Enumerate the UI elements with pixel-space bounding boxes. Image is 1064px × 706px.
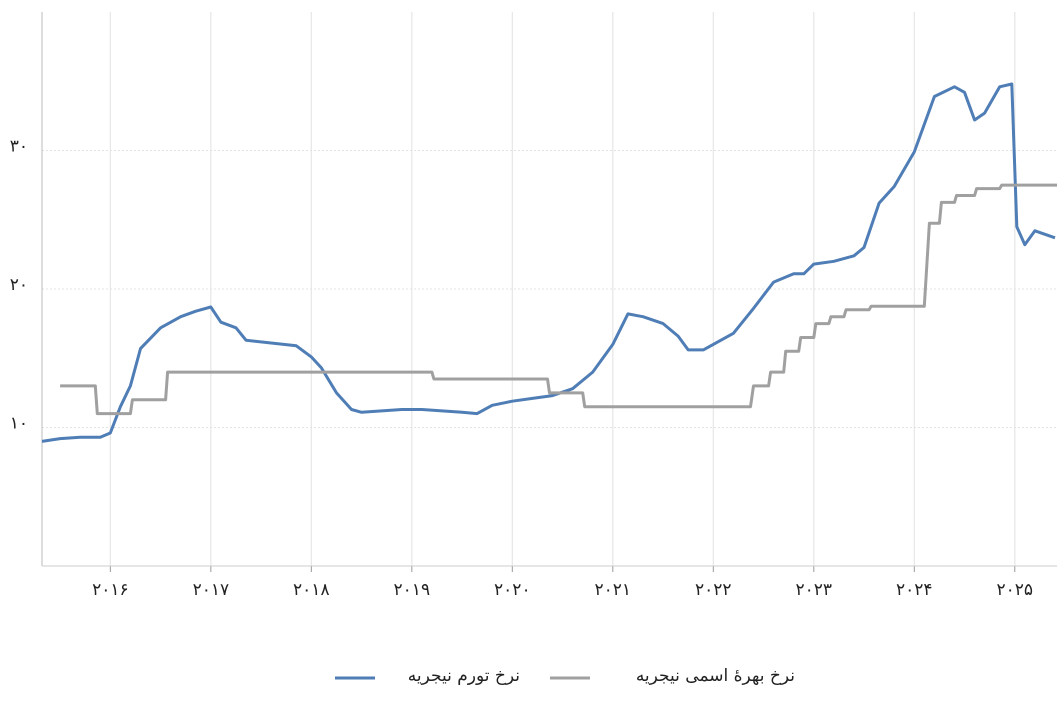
x-tick-label: ۲۰۲۴ xyxy=(896,580,933,600)
x-tick-label: ۲۰۱۷ xyxy=(193,580,230,600)
x-tick-label: ۲۰۲۱ xyxy=(595,580,632,600)
x-tick-label: ۲۰۱۹ xyxy=(394,580,431,600)
x-tick-label: ۲۰۲۰ xyxy=(494,580,531,600)
y-tick-label: ۲۰ xyxy=(10,275,28,295)
series-line xyxy=(60,183,1057,416)
x-tick-label: ۲۰۲۲ xyxy=(695,580,732,600)
x-tick-label: ۲۰۱۸ xyxy=(293,580,330,600)
x-tick-label: ۲۰۱۶ xyxy=(92,580,129,600)
x-tick-label: ۲۰۲۵ xyxy=(997,580,1034,600)
x-tick-label: ۲۰۲۳ xyxy=(796,580,833,600)
y-tick-label: ۱۰ xyxy=(10,414,28,434)
legend-label: نرخ تورم نیجریه xyxy=(408,666,520,686)
y-tick-label: ۳۰ xyxy=(10,137,28,157)
legend-label: نرخ بهرهٔ اسمی نیجریه xyxy=(636,666,795,686)
